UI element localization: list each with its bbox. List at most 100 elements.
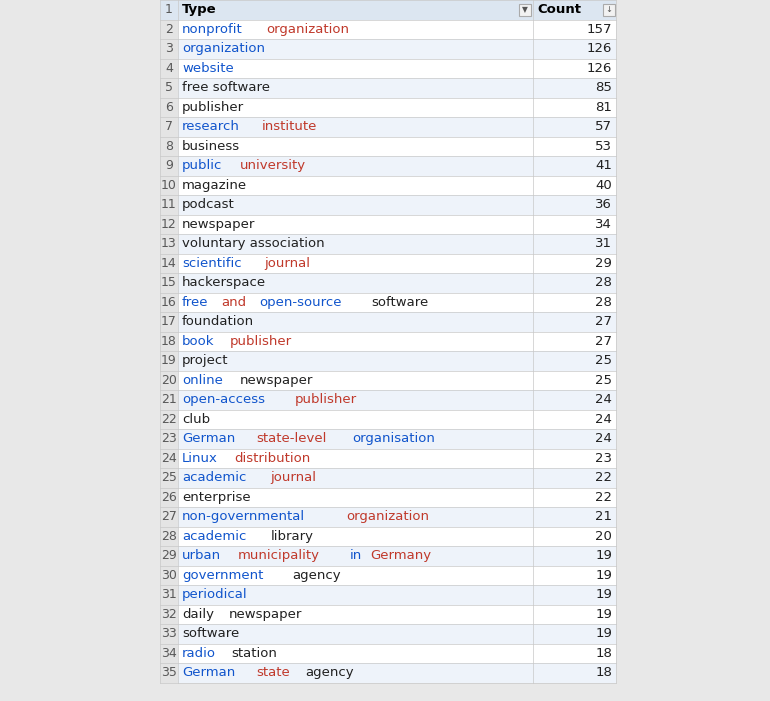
Text: Type: Type (182, 4, 216, 16)
Bar (160, 663, 178, 683)
Text: 32: 32 (161, 608, 177, 621)
Text: 21: 21 (595, 510, 612, 523)
Text: publisher: publisher (295, 393, 357, 407)
Text: hackerspace: hackerspace (182, 276, 266, 290)
Bar (160, 195, 178, 215)
Bar (178, 507, 533, 526)
Bar (178, 585, 533, 604)
Bar (533, 409, 616, 429)
Text: 23: 23 (161, 433, 177, 445)
Bar (178, 78, 533, 97)
Text: 18: 18 (595, 666, 612, 679)
Bar (160, 0, 178, 20)
Text: 19: 19 (595, 627, 612, 640)
Text: periodical: periodical (182, 588, 248, 601)
Bar (533, 390, 616, 409)
Bar (178, 234, 533, 254)
Text: 1: 1 (165, 4, 173, 16)
Text: newspaper: newspaper (240, 374, 313, 387)
Bar (160, 137, 178, 156)
Bar (160, 371, 178, 390)
Text: newspaper: newspaper (229, 608, 302, 621)
Text: 22: 22 (595, 471, 612, 484)
Text: website: website (182, 62, 234, 75)
Text: 31: 31 (161, 588, 177, 601)
Bar (160, 526, 178, 546)
Text: 34: 34 (161, 647, 177, 660)
Bar (178, 409, 533, 429)
Bar (178, 644, 533, 663)
Text: 35: 35 (161, 666, 177, 679)
Bar (178, 332, 533, 351)
Text: newspaper: newspaper (182, 218, 256, 231)
Bar (533, 254, 616, 273)
Bar (519, 4, 531, 15)
Text: book: book (182, 335, 215, 348)
Text: state: state (256, 666, 290, 679)
Bar (160, 468, 178, 487)
Bar (178, 292, 533, 312)
Text: organization: organization (266, 22, 349, 36)
Text: open-source: open-source (259, 296, 342, 308)
Bar (178, 546, 533, 566)
Text: podcast: podcast (182, 198, 235, 211)
Bar (178, 468, 533, 487)
Text: 8: 8 (165, 139, 173, 153)
Text: online: online (182, 374, 223, 387)
Text: 18: 18 (161, 335, 177, 348)
Text: 41: 41 (595, 159, 612, 172)
Bar (533, 371, 616, 390)
Text: library: library (270, 530, 313, 543)
Bar (533, 566, 616, 585)
Bar (178, 137, 533, 156)
Text: voluntary association: voluntary association (182, 237, 325, 250)
Text: 28: 28 (595, 296, 612, 308)
Bar (533, 195, 616, 215)
Text: magazine: magazine (182, 179, 247, 192)
Text: 5: 5 (165, 81, 173, 94)
Bar (178, 390, 533, 409)
Text: urban: urban (182, 550, 221, 562)
Bar (160, 312, 178, 332)
Text: publisher: publisher (182, 101, 244, 114)
Text: 29: 29 (595, 257, 612, 270)
Text: free software: free software (182, 81, 270, 94)
Text: 126: 126 (587, 42, 612, 55)
Bar (178, 351, 533, 371)
Bar (160, 409, 178, 429)
Text: 19: 19 (595, 608, 612, 621)
Bar (178, 487, 533, 507)
Text: 19: 19 (161, 354, 177, 367)
Bar (533, 351, 616, 371)
Text: 21: 21 (161, 393, 177, 407)
Bar (160, 566, 178, 585)
Text: 14: 14 (161, 257, 177, 270)
Bar (178, 526, 533, 546)
Text: 24: 24 (595, 413, 612, 426)
Text: radio: radio (182, 647, 216, 660)
Bar (160, 156, 178, 175)
Bar (178, 566, 533, 585)
Text: 24: 24 (595, 393, 612, 407)
Bar (178, 215, 533, 234)
Text: foundation: foundation (182, 315, 254, 328)
Text: 3: 3 (165, 42, 173, 55)
Text: software: software (371, 296, 429, 308)
Bar (533, 312, 616, 332)
Text: 7: 7 (165, 121, 173, 133)
Text: 18: 18 (595, 647, 612, 660)
Bar (533, 215, 616, 234)
Bar (178, 371, 533, 390)
Bar (160, 273, 178, 292)
Bar (160, 429, 178, 449)
Text: software: software (182, 627, 239, 640)
Text: 34: 34 (595, 218, 612, 231)
Bar (160, 390, 178, 409)
Text: open-access: open-access (182, 393, 265, 407)
Bar (160, 507, 178, 526)
Bar (533, 97, 616, 117)
Text: Count: Count (537, 4, 581, 16)
Bar (160, 624, 178, 644)
Text: 57: 57 (595, 121, 612, 133)
Text: 27: 27 (595, 315, 612, 328)
